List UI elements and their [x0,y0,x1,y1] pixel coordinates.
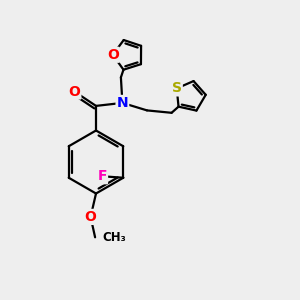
Text: F: F [98,169,107,183]
Text: N: N [117,96,128,110]
Text: CH₃: CH₃ [103,231,126,244]
Text: O: O [107,48,119,62]
Text: O: O [68,85,80,98]
Text: S: S [172,81,182,95]
Text: O: O [85,210,97,224]
